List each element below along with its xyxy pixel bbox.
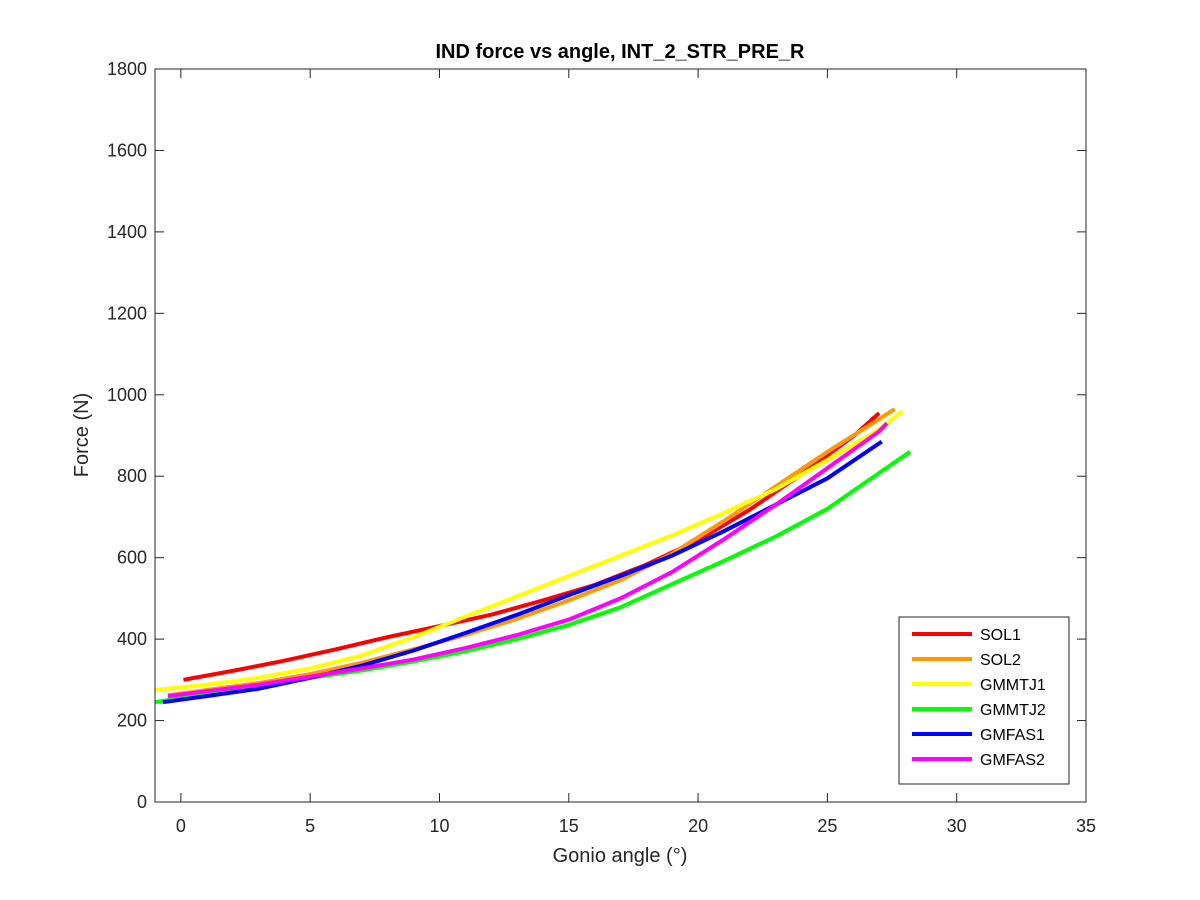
x-tick-label: 5	[305, 816, 315, 836]
chart-title: IND force vs angle, INT_2_STR_PRE_R	[435, 41, 805, 63]
y-tick-label: 400	[117, 629, 147, 649]
legend-box	[898, 616, 1070, 785]
x-axis: 0 5 10 15 20 25 30 35	[176, 69, 1096, 836]
y-tick-label: 1200	[107, 303, 147, 323]
legend: SOL1 SOL2 GMMTJ1 GMMTJ2 GMFAS1 GMFAS2	[898, 616, 1070, 785]
x-tick-label: 25	[817, 816, 837, 836]
axes-box	[154, 68, 1087, 803]
series-layer	[154, 407, 912, 705]
series-line-gmmtj1	[154, 409, 904, 692]
x-tick-label: 20	[688, 816, 708, 836]
y-tick-label: 1600	[107, 140, 147, 160]
legend-label-sol1: SOL1	[980, 627, 1021, 644]
legend-label-gmfas2: GMFAS2	[980, 752, 1045, 769]
legend-label-sol2: SOL2	[980, 652, 1021, 669]
y-tick-label: 200	[117, 711, 147, 731]
series-line-sol2	[167, 407, 896, 698]
x-tick-label: 0	[176, 816, 186, 836]
y-tick-label: 600	[117, 548, 147, 568]
legend-label-gmfas1: GMFAS1	[980, 727, 1045, 744]
y-tick-label: 800	[117, 466, 147, 486]
x-tick-label: 30	[947, 816, 967, 836]
x-tick-label: 10	[429, 816, 449, 836]
legend-label-gmmtj1: GMMTJ1	[980, 677, 1046, 694]
legend-items: SOL1 SOL2 GMMTJ1 GMMTJ2 GMFAS1 GMFAS2	[912, 627, 1046, 769]
y-tick-label: 0	[137, 792, 147, 812]
y-tick-label: 1400	[107, 222, 147, 242]
series-line-gmfas2	[167, 421, 889, 699]
y-axis: 0 200 400 600 800 1000 1200 1400 1600 1800	[107, 59, 1086, 812]
y-tick-label: 1000	[107, 385, 147, 405]
x-axis-label: Gonio angle (°)	[553, 845, 688, 867]
y-axis-label: Force (N)	[71, 393, 93, 477]
series-line-gmfas1	[162, 439, 883, 705]
x-tick-label: 15	[559, 816, 579, 836]
legend-label-gmmtj2: GMMTJ2	[980, 702, 1046, 719]
y-tick-label: 1800	[107, 59, 147, 79]
x-tick-label: 35	[1076, 816, 1096, 836]
